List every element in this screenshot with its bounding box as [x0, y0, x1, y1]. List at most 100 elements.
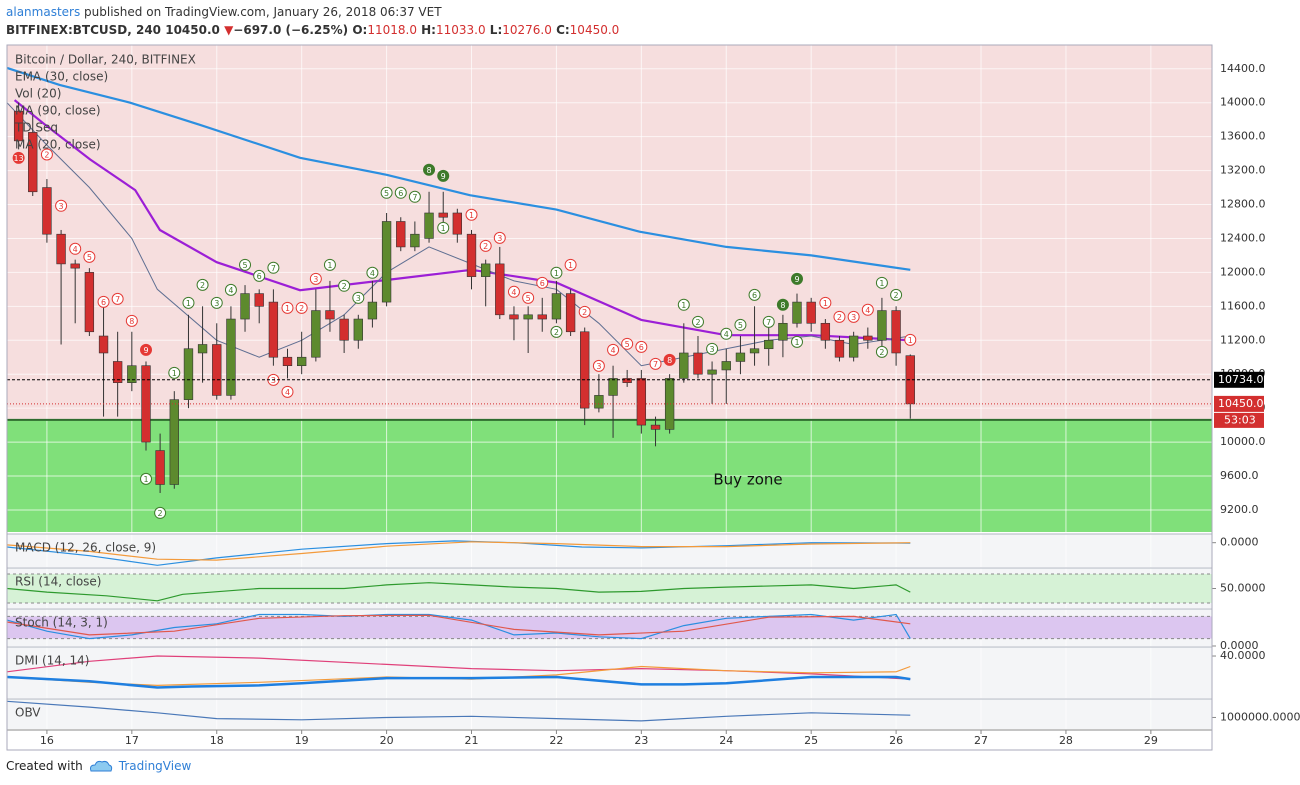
- y-tick-label: 12800.0: [1220, 198, 1266, 211]
- ohlc-value: 10276.0: [502, 23, 552, 37]
- td-label: 1: [568, 261, 573, 270]
- y-tick-label: 1000000.0000: [1220, 710, 1300, 723]
- pane-background: [7, 647, 1212, 698]
- candle-body: [410, 233, 420, 248]
- indicator-line: [6, 700, 911, 722]
- candle-body: [565, 293, 576, 333]
- x-tick-label: 25: [804, 734, 818, 747]
- candle-body: [240, 293, 250, 320]
- td-label: 6: [752, 291, 757, 300]
- ohlc-key: H:: [421, 23, 436, 37]
- candle-body: [212, 344, 222, 396]
- y-tick-label: 12000.0: [1220, 265, 1266, 278]
- td-label: 4: [370, 269, 375, 278]
- candle-body: [792, 301, 802, 324]
- td-label: 3: [596, 362, 601, 371]
- candle-body: [70, 263, 80, 269]
- td-marker: [437, 169, 450, 182]
- td-marker: [125, 314, 138, 327]
- indicator-line: [6, 582, 911, 602]
- td-marker: [423, 163, 436, 176]
- legend-entry: Vol (20): [15, 87, 61, 101]
- td-marker: [720, 327, 733, 340]
- candle-body: [42, 187, 52, 235]
- td-marker: [408, 190, 421, 203]
- candle-body: [891, 310, 901, 354]
- td-label: 8: [427, 166, 432, 175]
- td-marker: [706, 342, 719, 355]
- x-tick-label: 26: [889, 734, 903, 747]
- td-marker: [592, 359, 605, 372]
- td-marker: [140, 472, 153, 485]
- td-marker: [734, 318, 747, 331]
- y-tick-label: 11600.0: [1220, 299, 1266, 312]
- td-label: 4: [865, 306, 870, 315]
- candle-body: [622, 378, 632, 383]
- last: 10450.0: [165, 23, 220, 37]
- candle-body: [424, 212, 434, 239]
- td-label: 1: [172, 369, 177, 378]
- ohlc-key: C:: [556, 23, 570, 37]
- x-tick-label: 28: [1059, 734, 1073, 747]
- author[interactable]: alanmasters: [6, 5, 81, 19]
- td-label: 6: [398, 189, 403, 198]
- ohlc-value: 10450.0: [569, 23, 620, 37]
- td-label: 5: [242, 261, 247, 270]
- td-marker: [196, 278, 209, 291]
- td-marker: [677, 298, 690, 311]
- td-marker: [536, 276, 549, 289]
- legend-entry: TD Seq: [14, 121, 58, 135]
- td-label: 9: [143, 346, 148, 355]
- candle-body: [98, 335, 109, 354]
- td-marker: [621, 337, 634, 350]
- price-label: 10450.0: [1218, 397, 1264, 410]
- td-marker: [607, 343, 620, 356]
- td-label: 1: [908, 336, 913, 345]
- td-marker: [55, 199, 68, 212]
- candle-body: [367, 301, 378, 320]
- candle-body: [438, 212, 448, 218]
- candle-body: [481, 263, 491, 277]
- x-tick-label: 21: [465, 734, 479, 747]
- x-tick-label: 17: [125, 734, 139, 747]
- td-marker: [833, 310, 846, 323]
- candle-body: [749, 348, 760, 354]
- td-marker: [875, 276, 888, 289]
- td-marker: [635, 340, 648, 353]
- td-label: 4: [724, 330, 729, 339]
- candle-body: [580, 331, 590, 409]
- td-label: 2: [582, 308, 587, 317]
- td-label: 3: [214, 299, 219, 308]
- td-label: 2: [44, 150, 49, 159]
- y-tick-label: 13600.0: [1220, 130, 1266, 143]
- candle-body: [863, 335, 873, 341]
- td-marker: [182, 296, 195, 309]
- td-marker: [550, 325, 563, 338]
- publish-line: alanmasters published on TradingView.com…: [6, 3, 619, 21]
- td-marker: [83, 250, 96, 263]
- td-marker: [97, 295, 110, 308]
- td-label: 2: [299, 304, 304, 313]
- td-marker: [649, 357, 662, 370]
- logo: [89, 760, 112, 772]
- td-marker: [493, 231, 506, 244]
- candle-body: [197, 344, 208, 354]
- td-marker: [267, 261, 280, 274]
- td-label: 5: [384, 189, 389, 198]
- candle-body: [523, 314, 533, 320]
- x-tick-label: 27: [974, 734, 988, 747]
- td-marker: [140, 343, 153, 356]
- td-label: 1: [469, 211, 474, 220]
- brand[interactable]: TradingView: [118, 759, 192, 773]
- td-marker: [847, 310, 860, 323]
- td-marker: [380, 186, 393, 199]
- y-tick-label: 50.0000: [1220, 582, 1266, 595]
- candle-body: [396, 221, 406, 248]
- td-marker: [253, 269, 266, 282]
- candle-body: [764, 339, 774, 350]
- symbol: BITFINEX:BTCUSD, 240: [6, 23, 162, 37]
- td-marker: [578, 305, 591, 318]
- td-label: 4: [228, 286, 233, 295]
